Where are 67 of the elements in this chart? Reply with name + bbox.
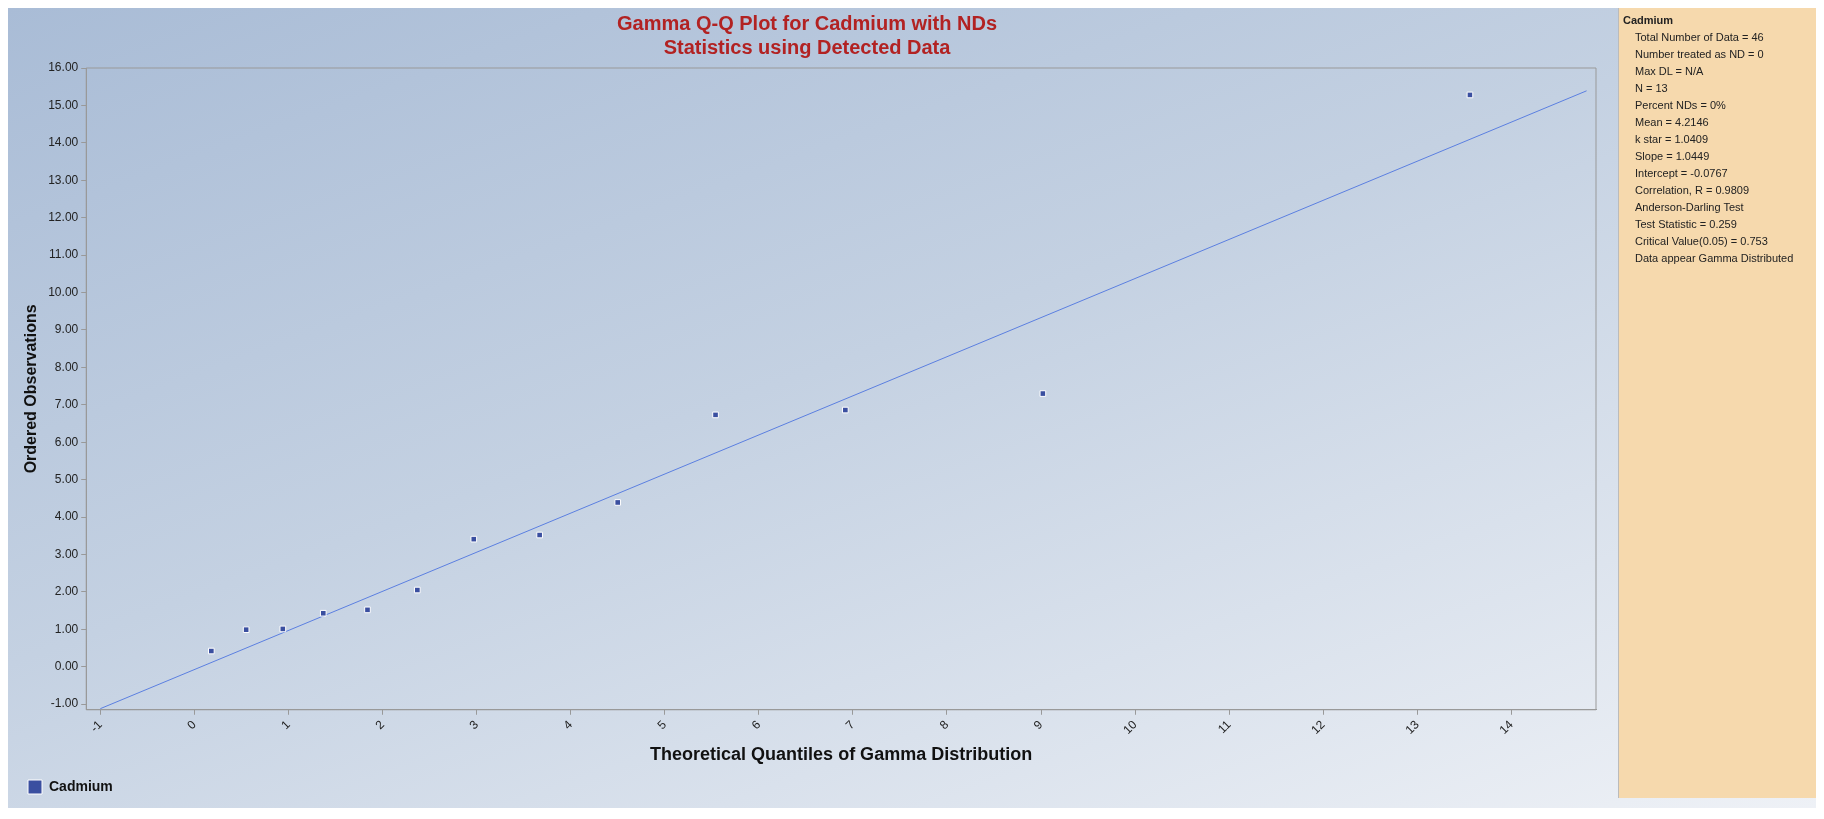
text: Test Statistic = 0.259 [1634,218,1738,230]
x-tick-label: 12 [1308,717,1328,737]
y-tick-label: 16.00 [48,60,79,75]
y-tick-label: 2.00 [54,584,79,599]
text: Slope = 1.0449 [1634,150,1711,162]
x-axis-title: Theoretical Quantiles of Gamma Distribution [650,744,1033,765]
text: k star = 1.0409 [1634,133,1710,145]
point [1466,91,1474,99]
y-tick-label: 1.00 [54,621,79,636]
x-tick-label: 0 [184,717,200,733]
text: Total Number of Data = 46 [1634,31,1765,43]
y-tick-label: -1.00 [50,696,79,711]
y-tick-label: 15.00 [48,97,79,112]
x-tick-label: 6 [748,717,764,733]
chart-title: Gamma Q-Q Plot for Cadmium with NDs [616,11,998,34]
y-tick-label: 4.00 [54,509,79,524]
y-tick-label: 13.00 [48,172,79,187]
x-tick-label: 9 [1030,717,1046,733]
x-tick-label: 2 [372,717,388,733]
point [536,531,543,539]
text: Correlation, R = 0.9809 [1634,184,1751,196]
point [364,606,371,614]
x-tick-label: 4 [560,717,576,733]
x-tick-label: 1 [278,717,294,733]
chart-subtitle: Statistics using Detected Data [663,35,952,58]
y-tick-label: 10.00 [48,284,79,299]
point [319,609,327,617]
y-tick-label: 6.00 [54,434,79,449]
point [242,626,250,634]
x-tick-label: 14 [1496,717,1517,737]
text: Intercept = -0.0767 [1634,167,1729,179]
text: Data appear Gamma Distributed [1634,252,1795,264]
x-tick-label: 11 [1214,717,1234,737]
y-tick-label: 5.00 [54,471,79,486]
point [208,647,215,655]
x-tick-label: 8 [936,717,952,733]
x-tick-label: 7 [842,717,858,733]
point [712,411,719,419]
x-tick-label: 10 [1120,717,1140,737]
legend-label: Cadmium [49,777,113,794]
y-axis-title: Ordered Observations [22,304,40,474]
y-tick-label: 14.00 [48,135,79,150]
point [470,535,478,543]
y-tick-label: 12.00 [48,210,79,224]
text: Critical Value(0.05) = 0.753 [1634,235,1769,247]
text: Percent NDs = 0% [1634,99,1727,111]
point [414,586,421,594]
y-tick-label: 9.00 [54,322,79,337]
point [279,625,287,633]
x-tick-label: -1 [87,717,106,735]
text: Max DL = N/A [1634,65,1705,77]
y-tick-label: 8.00 [54,359,79,374]
point [842,406,849,414]
x-tick-label: 3 [466,717,482,733]
y-tick-label: 0.00 [54,659,79,674]
y-tick-label: 3.00 [54,546,79,561]
text: Anderson-Darling Test [1634,201,1745,213]
text: N = 13 [1634,82,1669,94]
text: Mean = 4.2146 [1634,116,1710,128]
y-tick-label: 7.00 [54,397,79,412]
y-tick-label: 11.00 [49,247,79,262]
point [614,499,622,506]
x-tick-label: 13 [1402,717,1422,737]
text: Number treated as ND = 0 [1634,48,1765,60]
point [1039,390,1047,397]
text: Cadmium [1623,14,1675,26]
x-tick-label: 5 [654,717,670,733]
